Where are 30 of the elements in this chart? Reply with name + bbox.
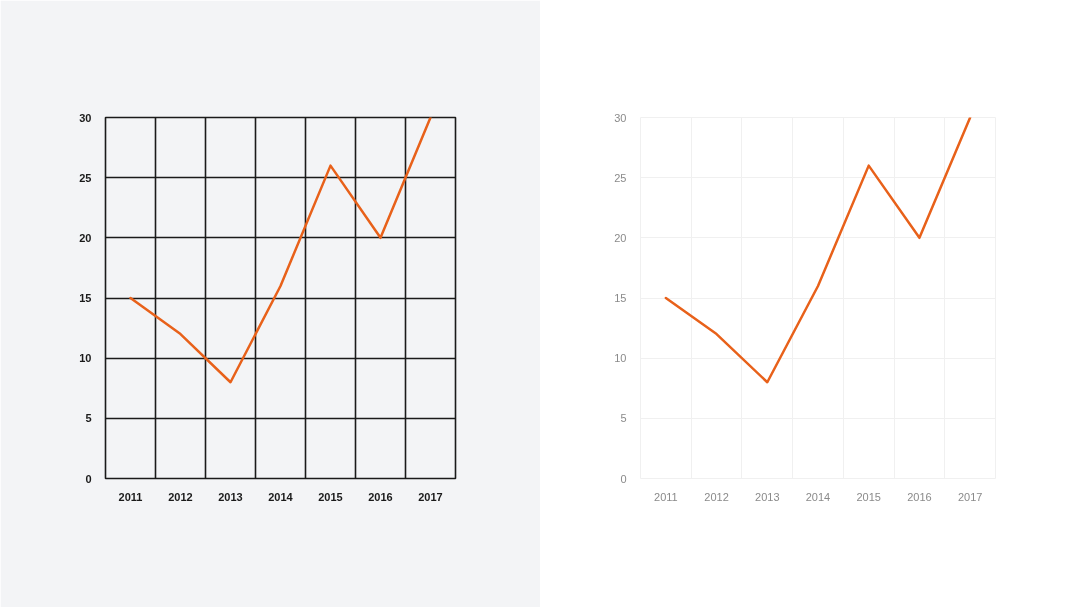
x-tick-label: 2015	[856, 490, 881, 503]
x-tick-label: 2016	[368, 490, 393, 503]
y-tick-label: 20	[614, 231, 627, 244]
line-series	[129, 117, 432, 384]
x-tick-label: 2013	[218, 490, 243, 503]
y-tick-label: 10	[79, 352, 92, 365]
y-tick-label: 20	[79, 231, 92, 244]
y-tick-label: 5	[620, 412, 627, 425]
y-tick-label: 30	[614, 111, 627, 124]
x-tick-label: 2012	[168, 490, 193, 503]
x-tick-label: 2014	[268, 490, 294, 503]
x-tick-label: 2017	[418, 490, 443, 503]
x-tick-label: 2017	[957, 490, 983, 503]
x-tick-label: 2013	[755, 490, 780, 503]
x-tick-label: 2015	[318, 490, 343, 503]
line-series	[664, 117, 972, 384]
y-tick-label: 10	[614, 352, 627, 365]
x-tick-label: 2016	[907, 490, 932, 503]
y-tick-label: 15	[79, 292, 92, 304]
y-tick-label: 5	[85, 412, 92, 425]
x-tick-label: 2011	[118, 490, 143, 503]
x-tick-label: 2014	[805, 490, 831, 503]
x-tick-label: 2011	[654, 490, 678, 503]
y-tick-label: 30	[79, 111, 92, 124]
x-tick-label: 2012	[704, 490, 729, 503]
y-tick-label: 0	[85, 472, 92, 485]
y-tick-label: 25	[79, 171, 92, 184]
y-tick-label: 15	[614, 292, 627, 304]
y-tick-label: 25	[614, 171, 627, 184]
y-tick-label: 0	[620, 472, 627, 485]
